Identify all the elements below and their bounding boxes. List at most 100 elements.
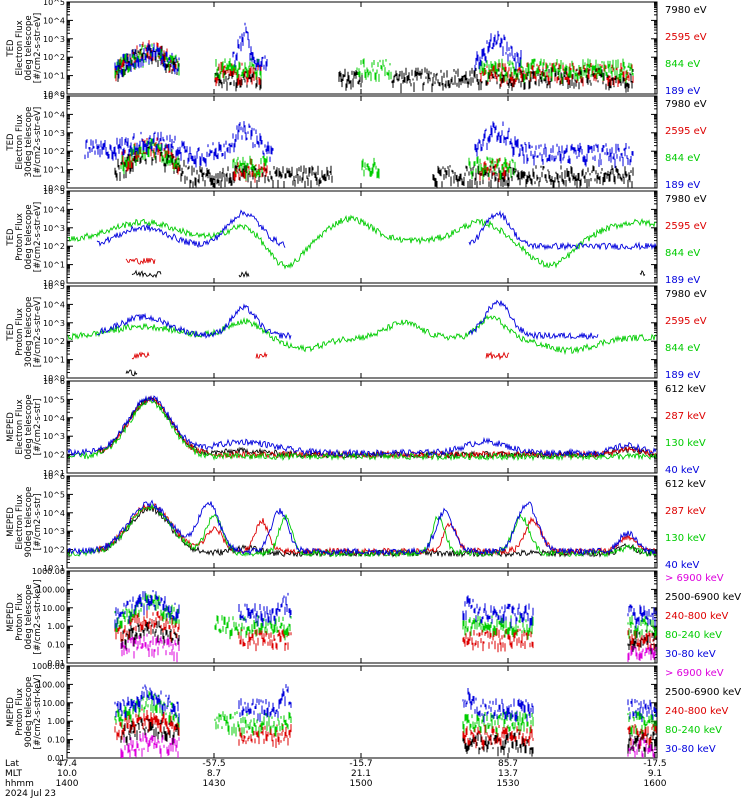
legend-entry: 287 keV bbox=[665, 506, 706, 517]
legend-entry: 844 eV bbox=[665, 59, 700, 70]
legend-entry: > 6900 keV bbox=[665, 668, 724, 679]
panel-7: 0.01 0.10 1.00 10.00 100.00 1000.00 MEPED Proto… bbox=[6, 567, 741, 668]
y-axis-label: 0deg telescope bbox=[24, 394, 34, 459]
y-tick-label: 10^2 bbox=[43, 147, 65, 156]
y-tick-label: 10^4 bbox=[43, 16, 65, 25]
y-axis-label: Proton Flux bbox=[15, 308, 25, 356]
y-axis-label: 30deg telescope bbox=[24, 297, 34, 368]
series-189-ev bbox=[96, 209, 657, 251]
y-axis-label: [#/cm2-s-str] bbox=[33, 494, 43, 551]
legend-entry: 40 keV bbox=[665, 560, 699, 571]
y-tick-label: 10^0 bbox=[43, 374, 65, 383]
series-30-80-kev bbox=[114, 590, 657, 629]
series-group bbox=[67, 499, 657, 558]
series-30-80-kev bbox=[114, 684, 657, 723]
y-axis-label: 0deg telescope bbox=[24, 204, 34, 269]
legend-entry: 2500-6900 keV bbox=[665, 687, 741, 698]
legend-entry: 287 keV bbox=[665, 411, 706, 422]
series-2595-ev bbox=[125, 257, 156, 265]
legend-entry: 612 keV bbox=[665, 479, 706, 490]
x-tick-lat: 85.7 bbox=[498, 759, 518, 769]
legend-entry: 189 eV bbox=[665, 86, 700, 97]
series-240-800-kev bbox=[114, 609, 657, 653]
legend-entry: 189 eV bbox=[665, 370, 700, 381]
legend-entry: 80-240 keV bbox=[665, 630, 722, 641]
y-axis-label: TED bbox=[6, 39, 16, 58]
y-tick-label: 10^3 bbox=[43, 224, 65, 233]
legend-entry: 7980 eV bbox=[665, 289, 707, 300]
legend-entry: 80-240 keV bbox=[665, 725, 722, 736]
series-2500-6900-kev bbox=[120, 619, 657, 655]
y-tick-label: 10^5 bbox=[43, 0, 65, 7]
panel-6: 10^1 10^2 10^3 10^4 10^5 10^6 MEPED Electron Fl… bbox=[6, 472, 706, 573]
x-tick-hhmm: 1400 bbox=[56, 779, 79, 789]
series-612-kev bbox=[96, 505, 657, 558]
y-axis-label: Proton Flux bbox=[15, 688, 25, 736]
y-tick-label: 10^5 bbox=[43, 395, 65, 404]
legend-entry: 30-80 keV bbox=[665, 649, 716, 660]
legend-entry: 240-800 keV bbox=[665, 706, 729, 717]
y-axis-label: [#/cm2-s-str-eV] bbox=[33, 202, 43, 272]
x-tick-hhmm: 1530 bbox=[497, 779, 520, 789]
y-axis-label: TED bbox=[6, 133, 16, 152]
legend-entry: 2500-6900 keV bbox=[665, 592, 741, 603]
y-axis-label: 90deg telescope bbox=[24, 487, 34, 558]
y-tick-label: 10^5 bbox=[43, 490, 65, 499]
y-tick-label: 1.00 bbox=[47, 717, 65, 726]
y-tick-label: 10^2 bbox=[43, 53, 65, 62]
y-axis-label: 0deg telescope bbox=[24, 15, 34, 80]
y-tick-label: 100.00 bbox=[37, 585, 65, 594]
y-tick-label: 10^5 bbox=[43, 92, 65, 101]
x-tick-lat: 47.4 bbox=[57, 759, 77, 769]
y-tick-label: 10^6 bbox=[43, 377, 65, 386]
y-tick-label: 10^0 bbox=[43, 279, 65, 288]
panel-frame bbox=[66, 380, 658, 474]
y-axis-label: TED bbox=[6, 228, 16, 247]
series-40-kev bbox=[67, 395, 657, 458]
x-tick-mlt: 10.0 bbox=[57, 769, 77, 779]
y-tick-label: 10^4 bbox=[43, 205, 65, 214]
panel-2: 10^0 10^1 10^2 10^3 10^4 10^5 TED Electron Flux… bbox=[6, 92, 707, 193]
y-axis-label: MEPED bbox=[6, 602, 16, 632]
y-axis-label: MEPED bbox=[6, 412, 16, 442]
legend-entry: 189 eV bbox=[665, 180, 700, 191]
y-axis-label: [#/cm2-s-str-eV] bbox=[33, 13, 43, 83]
date-label: 2024 Jul 23 bbox=[5, 789, 56, 799]
series-844-ev bbox=[68, 214, 657, 270]
series-group bbox=[68, 209, 657, 279]
series-287-kev bbox=[96, 395, 657, 460]
y-tick-label: 10^4 bbox=[43, 110, 65, 119]
panel-frame bbox=[66, 190, 658, 284]
series-group bbox=[114, 590, 657, 663]
y-tick-label: 0.01 bbox=[47, 659, 65, 668]
series-group bbox=[114, 22, 634, 94]
legend-entry: 189 eV bbox=[665, 275, 700, 286]
legend-entry: 612 keV bbox=[665, 384, 706, 395]
y-tick-label: 10^1 bbox=[43, 72, 65, 81]
y-tick-label: 1000.00 bbox=[32, 567, 65, 576]
y-axis-label: Electron Flux bbox=[15, 494, 25, 549]
series-612-kev bbox=[96, 397, 657, 460]
y-tick-label: 10^1 bbox=[43, 166, 65, 175]
legend-entry: 2595 eV bbox=[665, 32, 707, 43]
panel-3: 10^0 10^1 10^2 10^3 10^4 10^5 TED Proton Flux 0d… bbox=[6, 187, 707, 288]
y-tick-label: 10^3 bbox=[43, 129, 65, 138]
series-7980-ev bbox=[131, 269, 646, 279]
y-tick-label: 10^2 bbox=[43, 546, 65, 555]
series-189-ev bbox=[114, 22, 522, 79]
y-axis-label: Proton Flux bbox=[15, 593, 25, 641]
legend-entry: 130 keV bbox=[665, 533, 706, 544]
y-tick-label: 0.10 bbox=[47, 641, 65, 650]
series-287-kev bbox=[96, 502, 657, 556]
legend-entry: 30-80 keV bbox=[665, 744, 716, 755]
y-axis-label: [#/cm2-s-str] bbox=[33, 399, 43, 456]
y-axis-label: 0deg telescope bbox=[24, 584, 34, 649]
series-844-ev bbox=[120, 138, 516, 181]
x-tick-hhmm: 1500 bbox=[350, 779, 373, 789]
series-7980-ev bbox=[125, 369, 138, 377]
y-tick-label: 0.01 bbox=[47, 754, 65, 763]
y-tick-label: 10^4 bbox=[43, 414, 65, 423]
y-tick-label: 10^1 bbox=[43, 564, 65, 573]
x-row-label: Lat bbox=[5, 759, 20, 769]
y-axis-label: Proton Flux bbox=[15, 213, 25, 261]
